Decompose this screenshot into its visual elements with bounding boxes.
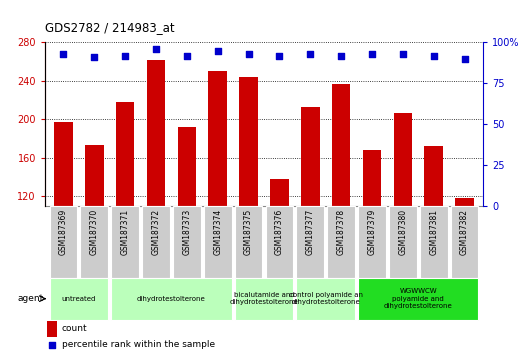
Text: bicalutamide and
dihydrotestolterone: bicalutamide and dihydrotestolterone <box>230 292 298 306</box>
Bar <box>270 179 289 312</box>
Point <box>460 56 469 62</box>
Point <box>306 51 315 57</box>
FancyBboxPatch shape <box>358 206 386 278</box>
Text: percentile rank within the sample: percentile rank within the sample <box>62 341 215 349</box>
Point <box>152 46 160 52</box>
Bar <box>47 321 56 337</box>
Bar <box>147 60 165 312</box>
FancyBboxPatch shape <box>80 206 108 278</box>
Bar <box>393 113 412 312</box>
FancyBboxPatch shape <box>420 206 448 278</box>
FancyBboxPatch shape <box>142 206 170 278</box>
FancyBboxPatch shape <box>296 206 324 278</box>
Point <box>368 51 376 57</box>
Text: control polyamide an
dihydrotestolterone: control polyamide an dihydrotestolterone <box>289 292 363 306</box>
FancyBboxPatch shape <box>451 206 478 278</box>
Text: agent: agent <box>18 294 44 303</box>
Bar <box>116 102 135 312</box>
Point <box>275 53 284 58</box>
Bar <box>455 198 474 312</box>
Text: GSM187376: GSM187376 <box>275 209 284 255</box>
Text: GDS2782 / 214983_at: GDS2782 / 214983_at <box>45 21 175 34</box>
Text: GSM187381: GSM187381 <box>429 209 438 255</box>
FancyBboxPatch shape <box>327 206 355 278</box>
Text: GSM187378: GSM187378 <box>337 209 346 255</box>
Bar <box>301 107 319 312</box>
Point <box>399 51 407 57</box>
FancyBboxPatch shape <box>358 278 478 320</box>
Text: GSM187382: GSM187382 <box>460 209 469 255</box>
Bar <box>332 84 351 312</box>
Text: GSM187369: GSM187369 <box>59 209 68 255</box>
Bar <box>425 146 443 312</box>
FancyBboxPatch shape <box>50 206 77 278</box>
FancyBboxPatch shape <box>111 278 232 320</box>
Point <box>121 53 129 58</box>
FancyBboxPatch shape <box>204 206 232 278</box>
Text: GSM187374: GSM187374 <box>213 209 222 255</box>
Text: GSM187377: GSM187377 <box>306 209 315 255</box>
Bar <box>209 72 227 312</box>
Point <box>337 53 345 58</box>
Text: GSM187379: GSM187379 <box>367 209 376 255</box>
Bar <box>54 122 73 312</box>
FancyBboxPatch shape <box>173 206 201 278</box>
Point <box>90 55 99 60</box>
FancyBboxPatch shape <box>266 206 294 278</box>
Bar <box>239 77 258 312</box>
Text: GSM187380: GSM187380 <box>399 209 408 255</box>
Point <box>48 342 56 348</box>
FancyBboxPatch shape <box>296 278 355 320</box>
Text: untreated: untreated <box>62 296 96 302</box>
Text: GSM187371: GSM187371 <box>120 209 129 255</box>
Text: dihydrotestolterone: dihydrotestolterone <box>137 296 206 302</box>
Text: GSM187372: GSM187372 <box>152 209 161 255</box>
Text: WGWWCW
polyamide and
dihydrotestolterone: WGWWCW polyamide and dihydrotestolterone <box>384 288 452 309</box>
Text: GSM187373: GSM187373 <box>182 209 191 255</box>
Point <box>183 53 191 58</box>
Text: GSM187370: GSM187370 <box>90 209 99 255</box>
Text: GSM187375: GSM187375 <box>244 209 253 255</box>
FancyBboxPatch shape <box>111 206 139 278</box>
Text: count: count <box>62 324 87 333</box>
Bar <box>85 145 103 312</box>
FancyBboxPatch shape <box>50 278 108 320</box>
Bar <box>363 150 381 312</box>
Point <box>429 53 438 58</box>
Point <box>213 48 222 53</box>
FancyBboxPatch shape <box>234 278 294 320</box>
Point <box>59 51 68 57</box>
Bar <box>177 127 196 312</box>
Point <box>244 51 253 57</box>
FancyBboxPatch shape <box>389 206 417 278</box>
FancyBboxPatch shape <box>234 206 262 278</box>
